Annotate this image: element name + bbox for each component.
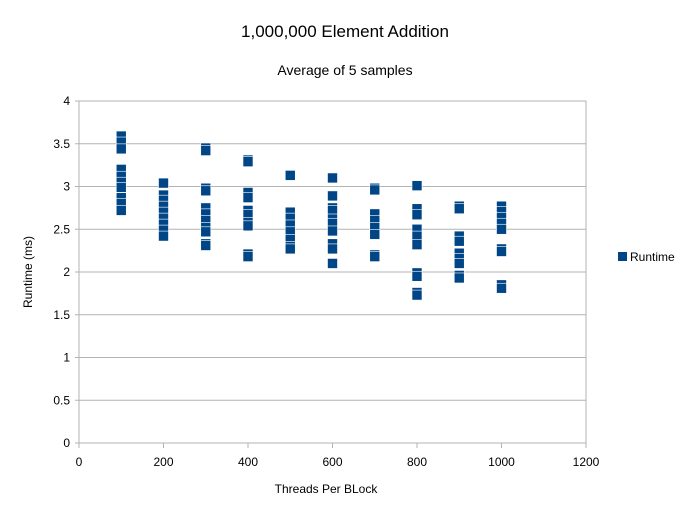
data-point: [327, 243, 338, 255]
data-point: [115, 182, 127, 193]
data-points: [115, 130, 507, 301]
data-point: [242, 251, 254, 262]
data-point: [200, 145, 212, 156]
y-tick-label: 1: [63, 351, 70, 365]
data-point: [369, 229, 381, 240]
chart-subtitle: Average of 5 samples: [277, 62, 412, 78]
x-tick-label: 1000: [488, 455, 515, 469]
grid-lines: [75, 100, 586, 444]
x-tick-label: 0: [76, 455, 83, 469]
data-point: [242, 192, 254, 203]
y-tick-label: 2.5: [53, 222, 70, 236]
data-point: [242, 156, 254, 168]
data-point: [158, 177, 169, 189]
y-tick-label: 0.5: [53, 393, 70, 407]
data-point: [453, 272, 465, 284]
x-tick-label: 600: [322, 455, 342, 469]
data-point: [200, 226, 212, 238]
x-tick-label: 800: [407, 455, 427, 469]
data-point: [453, 258, 465, 269]
chart-title: 1,000,000 Element Addition: [241, 22, 449, 41]
data-point: [327, 190, 338, 202]
data-point: [411, 209, 423, 221]
data-point: [327, 258, 338, 269]
legend-swatch: [618, 252, 627, 261]
data-point: [411, 289, 423, 301]
data-point: [284, 170, 296, 181]
plot-area-border: [78, 100, 587, 444]
data-point: [158, 230, 169, 242]
data-point: [496, 282, 507, 294]
x-tick-label: 400: [238, 455, 258, 469]
data-point: [496, 246, 507, 257]
data-point: [242, 220, 254, 232]
data-point: [200, 240, 212, 251]
x-axis-label: Threads Per BLock: [275, 482, 379, 496]
y-tick-label: 1.5: [53, 308, 70, 322]
x-tick-label: 200: [153, 455, 173, 469]
data-point: [453, 203, 465, 215]
x-tick-label: 1200: [573, 455, 600, 469]
data-point: [327, 172, 338, 184]
y-axis-label: Runtime (ms): [21, 236, 35, 308]
data-point: [453, 235, 465, 247]
data-point: [369, 184, 381, 196]
data-point: [496, 223, 507, 235]
y-tick-label: 2: [63, 265, 70, 279]
data-point: [411, 180, 423, 191]
data-point: [369, 251, 381, 262]
x-axis-ticks: 0 200 400 600 800 1000 1200: [76, 443, 600, 469]
data-point: [115, 143, 127, 155]
data-point: [200, 185, 212, 197]
data-point: [411, 239, 423, 250]
data-point: [115, 205, 127, 216]
y-tick-label: 0: [63, 436, 70, 450]
y-tick-label: 4: [63, 94, 70, 108]
y-tick-label: 3.5: [53, 137, 70, 151]
data-point: [327, 225, 338, 237]
legend: Runtime: [618, 250, 675, 264]
y-axis-ticks: 0 0.5 1 1.5 2 2.5 3 3.5 4: [53, 94, 70, 450]
data-point: [411, 270, 423, 282]
legend-label: Runtime: [630, 250, 675, 264]
data-point: [284, 243, 296, 255]
y-tick-label: 3: [63, 180, 70, 194]
